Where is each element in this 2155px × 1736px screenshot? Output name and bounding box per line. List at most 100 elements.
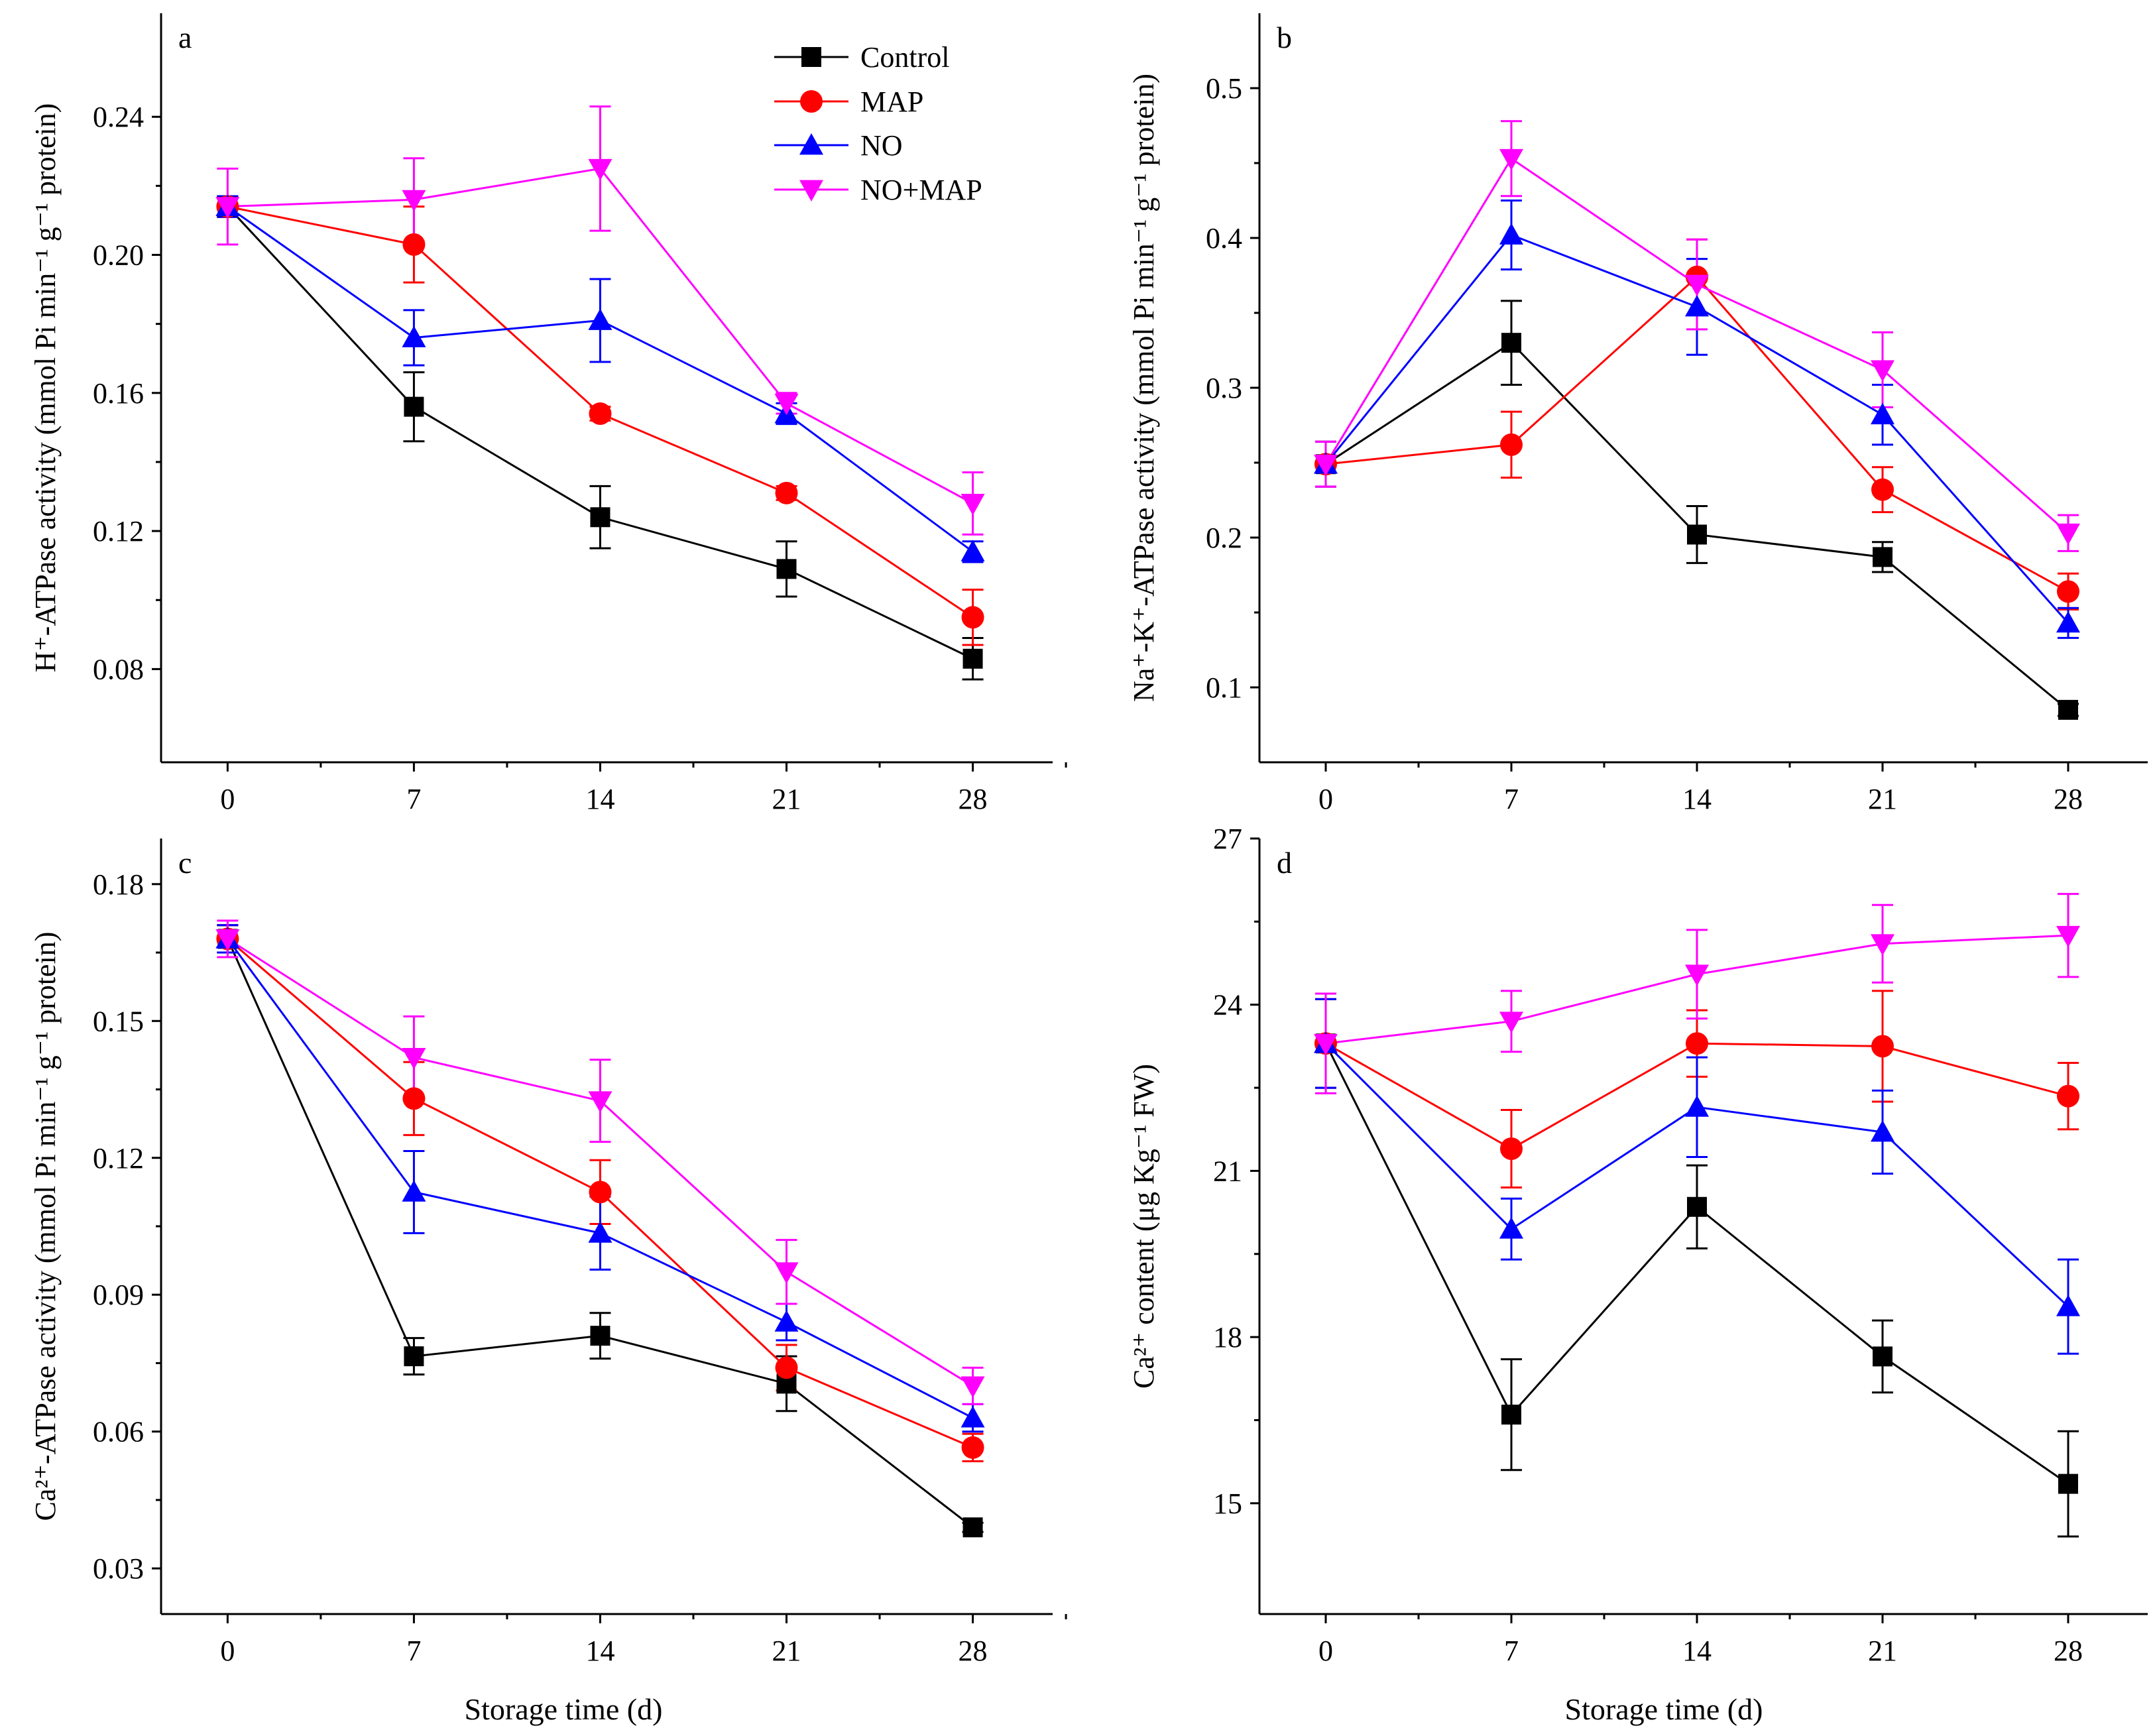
legend-label-control: Control bbox=[860, 41, 949, 74]
panel-c-data-point-map bbox=[402, 1087, 426, 1110]
panel-a-data-point-control bbox=[776, 559, 797, 579]
panel-a-x-tick-label: 28 bbox=[959, 783, 988, 815]
panel-a-x-tick-label: 21 bbox=[772, 783, 801, 815]
panels-layer: 0.08 0.12 0.16 0.20 0.24 0 7 14 21 28 a H⁺-ATPase a… bbox=[29, 13, 2148, 1667]
panel-d-data-point-control bbox=[2058, 1474, 2078, 1494]
panel-a: 0.08 0.12 0.16 0.20 0.24 0 7 14 21 28 a H⁺-ATPase a… bbox=[29, 13, 1067, 815]
panel-c-data-point-control bbox=[590, 1326, 611, 1346]
panel-d-x-tick-label: 0 bbox=[1318, 1635, 1333, 1667]
panel-b-x-tick-label: 14 bbox=[1682, 783, 1712, 815]
panel-d-x-tick-label: 28 bbox=[2054, 1635, 2083, 1667]
panel-b-letter: b bbox=[1277, 21, 1292, 54]
panel-a-data-point-control bbox=[962, 648, 983, 669]
panel-d-data-point-control bbox=[1873, 1346, 1893, 1367]
legend-marker-map bbox=[800, 90, 823, 113]
panel-b-data-point-map bbox=[1871, 478, 1894, 501]
panel-b-data-point-no-map bbox=[2056, 523, 2080, 546]
panel-b-data-point-no-map bbox=[1685, 274, 1709, 297]
panel-a-data-point-map bbox=[402, 233, 426, 256]
panel-c-data-point-no bbox=[402, 1180, 426, 1202]
panel-d-y-axis-label: Ca²⁺ content (μg Kg⁻¹ FW) bbox=[1128, 1064, 1160, 1389]
panel-a-data-point-no-map bbox=[215, 197, 240, 219]
panel-c-data-point-map bbox=[589, 1181, 612, 1204]
panel-b-data-point-no bbox=[2056, 610, 2080, 633]
panel-a-data-point-no-map bbox=[588, 158, 612, 181]
panel-a-letter: a bbox=[178, 21, 192, 54]
panel-d-letter: d bbox=[1277, 846, 1292, 880]
panel-b-data-point-map bbox=[2057, 580, 2079, 603]
panel-b-y-tick-label: 0.2 bbox=[1206, 522, 1242, 554]
panel-a-data-point-map bbox=[775, 481, 798, 504]
panel-a-y-tick-label: 0.16 bbox=[93, 377, 144, 410]
panel-c-letter: c bbox=[178, 846, 192, 880]
panel-a-y-tick-label: 0.24 bbox=[93, 101, 144, 133]
panel-a-data-point-no-map bbox=[961, 494, 985, 516]
panel-b-data-point-map bbox=[1500, 433, 1523, 456]
panel-a-data-point-no bbox=[402, 325, 426, 347]
panel-a-x-tick-label: 14 bbox=[585, 783, 614, 815]
panel-a-y-tick-label: 0.12 bbox=[93, 515, 144, 548]
panel-d-x-tick-label: 7 bbox=[1504, 1635, 1519, 1667]
panel-d-data-point-map bbox=[1500, 1137, 1523, 1160]
panel-d-y-tick-label: 24 bbox=[1213, 989, 1242, 1021]
panel-c-data-point-map bbox=[961, 1436, 984, 1459]
panel-c-data-point-no bbox=[774, 1310, 799, 1332]
panel-d-data-point-no bbox=[1685, 1095, 1709, 1117]
panel-d-data-point-no bbox=[2056, 1295, 2080, 1316]
panel-c-y-tick-label: 0.18 bbox=[93, 868, 144, 901]
panel-a-y-tick-label: 0.20 bbox=[93, 239, 144, 272]
panel-c-data-point-no-map bbox=[774, 1262, 799, 1284]
panel-b-data-point-no-map bbox=[1871, 360, 1894, 382]
panel-d-data-point-no-map bbox=[1685, 964, 1709, 986]
panel-a-data-point-no-map bbox=[402, 190, 426, 212]
panel-d-data-point-map bbox=[1871, 1035, 1894, 1058]
panel-a-y-axis-label: H⁺-ATPase activity (mmol Pi min⁻¹ g⁻¹ pr… bbox=[29, 103, 62, 673]
panel-a-data-point-no-map bbox=[774, 394, 799, 416]
panel-d-data-point-control bbox=[1501, 1405, 1521, 1425]
panel-d-y-tick-label: 27 bbox=[1213, 823, 1242, 855]
panel-d-data-point-no-map bbox=[1871, 934, 1894, 956]
panel-b-data-point-control bbox=[2058, 699, 2078, 720]
panel-b-y-tick-label: 0.4 bbox=[1206, 222, 1242, 255]
panel-a-x-tick-label: 7 bbox=[406, 783, 421, 815]
panel-c-data-point-control bbox=[404, 1346, 424, 1367]
panel-c-y-tick-label: 0.03 bbox=[93, 1552, 144, 1585]
legend-label-map: MAP bbox=[860, 86, 923, 118]
panel-b-data-point-no-map bbox=[1314, 454, 1338, 477]
panel-d-y-tick-label: 21 bbox=[1213, 1155, 1242, 1187]
panel-a-data-point-control bbox=[404, 396, 424, 417]
panel-c-y-axis-label: Ca²⁺-ATPase activity (mmol Pi min⁻¹ g⁻¹ … bbox=[29, 932, 62, 1521]
panel-a-y-tick-label: 0.08 bbox=[93, 653, 144, 685]
panel-c-data-point-no bbox=[961, 1406, 985, 1428]
panel-d-data-point-map bbox=[2057, 1084, 2079, 1108]
legend-marker-no-map bbox=[799, 180, 823, 202]
legend-marker-no bbox=[799, 133, 823, 155]
panel-d-data-point-no bbox=[1871, 1120, 1894, 1142]
panel-a-data-point-no bbox=[961, 540, 985, 561]
panel-c-data-point-map bbox=[775, 1356, 798, 1379]
panel-c-data-point-no-map bbox=[215, 929, 240, 951]
panel-d-data-point-control bbox=[1687, 1196, 1707, 1217]
panel-b-data-point-control bbox=[1873, 547, 1893, 567]
panel-c-x-tick-label: 28 bbox=[959, 1635, 988, 1667]
legend: Control MAP NO NO+MAP bbox=[774, 41, 982, 206]
panel-b: 0.1 0.2 0.3 0.4 0.5 0 7 14 21 28 b Na⁺-K⁺-ATPase ac… bbox=[1128, 13, 2148, 815]
panel-d-data-point-no-map bbox=[1314, 1033, 1338, 1056]
panel-a-data-point-no bbox=[588, 308, 612, 330]
panel-b-data-point-control bbox=[1501, 333, 1521, 353]
panel-b-y-tick-label: 0.1 bbox=[1206, 671, 1242, 704]
panel-c-x-tick-label: 14 bbox=[585, 1635, 614, 1667]
panel-d-y-tick-label: 15 bbox=[1213, 1487, 1242, 1520]
panel-c-y-tick-label: 0.15 bbox=[93, 1005, 144, 1037]
panel-d-x-tick-label: 14 bbox=[1682, 1635, 1712, 1667]
panel-b-x-tick-label: 28 bbox=[2054, 783, 2083, 815]
panel-a-data-point-map bbox=[589, 402, 612, 426]
panel-c-data-point-no bbox=[588, 1221, 612, 1243]
x-axis-label-panel-c: Storage time (d) bbox=[465, 1692, 663, 1726]
panel-c-data-point-no-map bbox=[588, 1091, 612, 1113]
panel-c-x-tick-label: 21 bbox=[772, 1635, 801, 1667]
panel-d-data-point-map bbox=[1686, 1032, 1708, 1055]
panel-b-y-tick-label: 0.5 bbox=[1206, 72, 1242, 105]
